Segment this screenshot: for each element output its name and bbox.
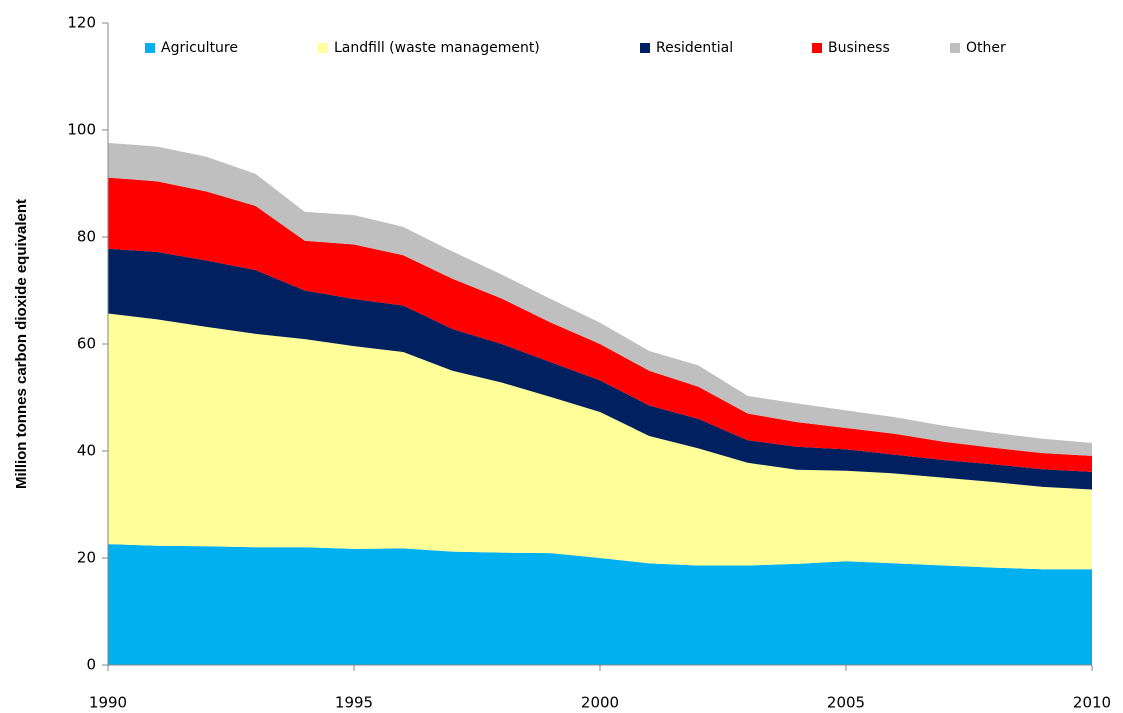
area — [108, 248, 1092, 490]
y-axis-title: Million tonnes carbon dioxide equivalent — [13, 199, 30, 489]
legend-swatch — [950, 43, 960, 53]
legend-label: Business — [828, 40, 890, 56]
legend-swatch — [640, 43, 650, 53]
y-tick-label: 20 — [77, 549, 96, 567]
legend-label: Other — [966, 40, 1006, 56]
y-tick-label: 100 — [67, 121, 96, 139]
x-tick-label: 2010 — [1073, 694, 1111, 712]
y-tick-label: 60 — [77, 335, 96, 353]
y-tick-label: 120 — [67, 14, 96, 32]
y-tick-label: 40 — [77, 442, 96, 460]
x-tick-label: 1990 — [89, 694, 127, 712]
legend-swatch — [318, 43, 328, 53]
area — [108, 544, 1092, 665]
y-tick-label: 80 — [77, 228, 96, 246]
area — [108, 177, 1092, 472]
y-tick-label: 0 — [86, 656, 96, 674]
x-tick-label: 1995 — [335, 694, 373, 712]
legend-label: Agriculture — [161, 40, 238, 56]
legend-swatch — [812, 43, 822, 53]
x-tick-label: 2005 — [827, 694, 865, 712]
x-tick-label: 2000 — [581, 694, 619, 712]
legend-swatch — [145, 43, 155, 53]
area — [108, 313, 1092, 570]
area — [108, 142, 1092, 456]
legend-label: Landfill (waste management) — [334, 40, 540, 56]
legend-label: Residential — [656, 40, 733, 56]
